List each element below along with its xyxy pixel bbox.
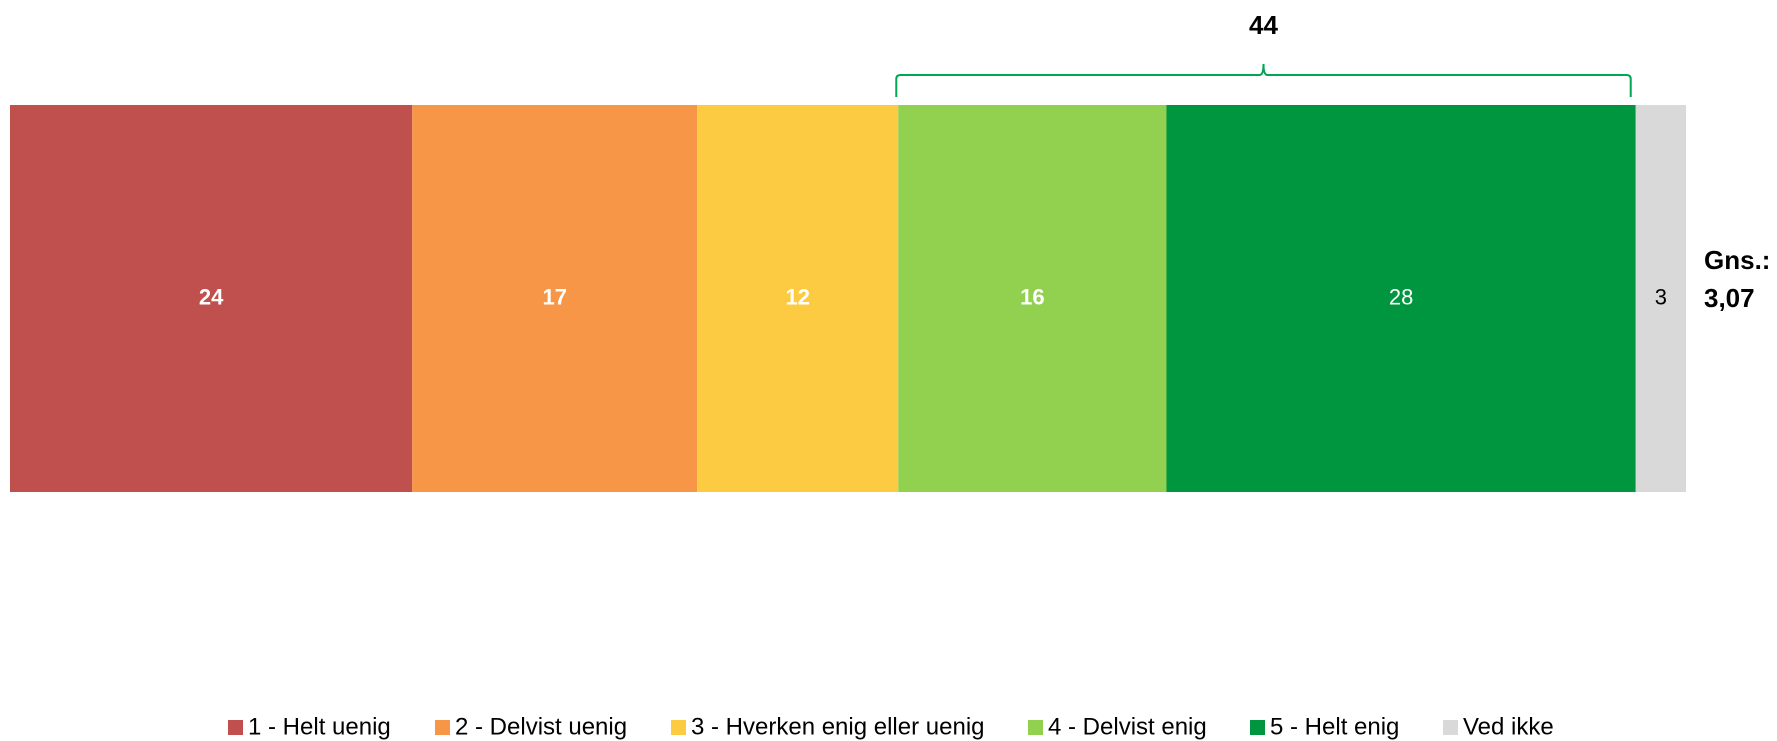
data-label-1: 24: [199, 284, 224, 309]
legend-swatch-5: [1250, 720, 1265, 735]
legend-entry-5: 5 - Helt enig: [1270, 713, 1399, 740]
average-value: 3,07: [1704, 283, 1755, 313]
bar-segment-6: [1635, 105, 1686, 492]
data-label-6: 3: [1655, 284, 1667, 309]
data-label-5: 28: [1389, 284, 1413, 309]
bar-segment-4: [898, 105, 1167, 492]
legend-entry-1: 1 - Helt uenig: [248, 713, 391, 740]
bar-segment-3: [697, 105, 899, 492]
legend-swatch-4: [1028, 720, 1043, 735]
legend-entry-6: Ved ikke: [1463, 713, 1554, 740]
legend-swatch-3: [671, 720, 686, 735]
data-label-3: 12: [785, 284, 809, 309]
legend-entry-2: 2 - Delvist uenig: [455, 713, 627, 740]
legend-entry-3: 3 - Hverken enig eller uenig: [691, 713, 985, 740]
data-label-4: 16: [1020, 284, 1044, 309]
bar-segment-2: [412, 105, 698, 492]
bracket: [895, 63, 1632, 97]
bar-segment-5: [1166, 105, 1636, 492]
legend-swatch-6: [1443, 720, 1458, 735]
legend-swatch-1: [228, 720, 243, 735]
bracket-label: 44: [1249, 10, 1278, 40]
bar-segment-1: [10, 105, 413, 492]
legend-swatch-2: [435, 720, 450, 735]
legend-entry-4: 4 - Delvist enig: [1048, 713, 1207, 740]
data-label-2: 17: [542, 284, 566, 309]
average-label: Gns.:: [1704, 245, 1770, 275]
